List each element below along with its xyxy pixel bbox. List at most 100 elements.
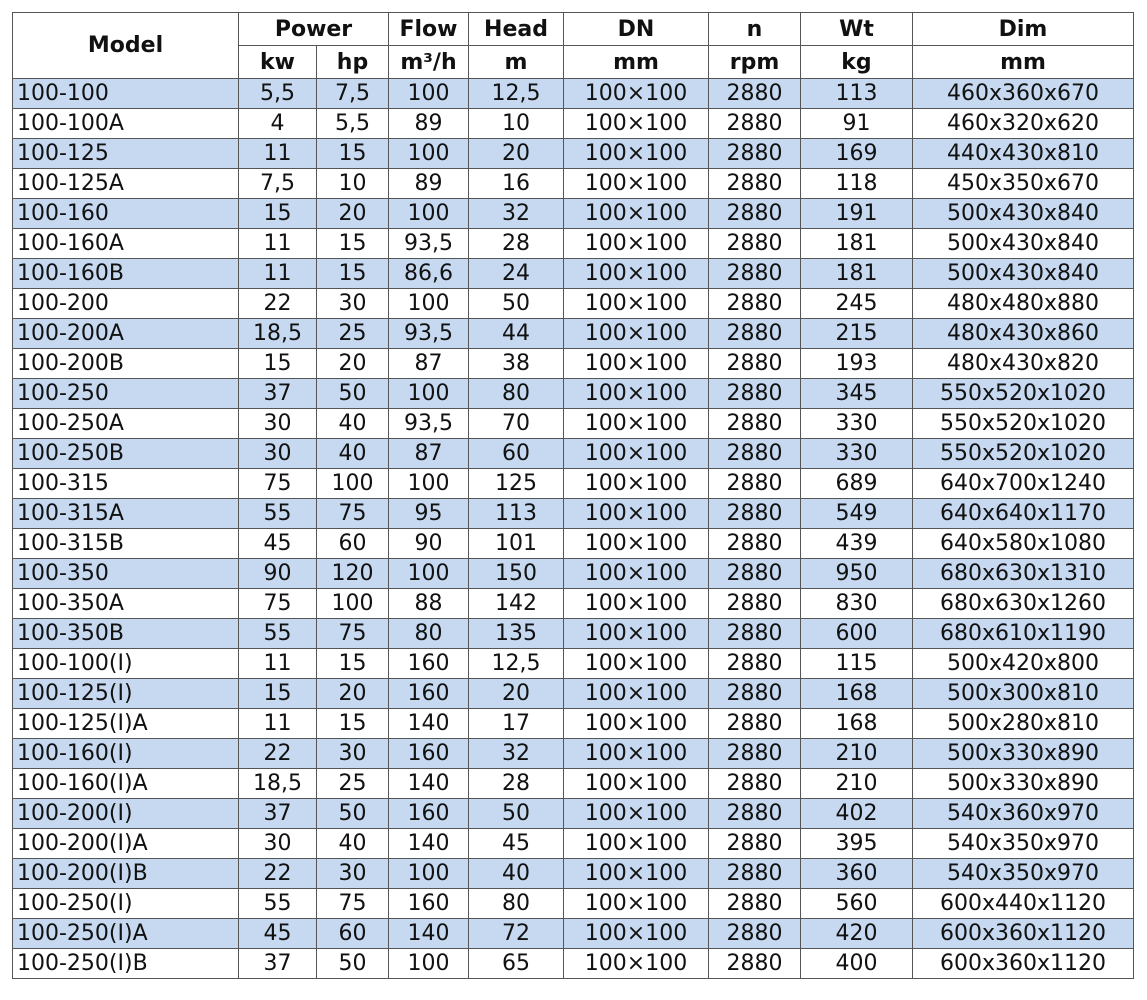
model-cell: 100-200A bbox=[12, 318, 239, 349]
model-cell: 100-160B bbox=[12, 258, 239, 289]
model-cell: 100-350B bbox=[12, 618, 239, 649]
table-cell: 640x580x1080 bbox=[912, 528, 1134, 559]
table-cell: 2880 bbox=[708, 348, 801, 379]
table-row: 100-315B 45 60 90 101 100×100 2880 439 640x580x1… bbox=[12, 528, 1134, 559]
table-cell: 540x350x970 bbox=[912, 858, 1134, 889]
table-cell: 100×100 bbox=[563, 288, 709, 319]
table-cell: 38 bbox=[468, 348, 564, 379]
table-cell: 18,5 bbox=[238, 768, 317, 799]
table-cell: 100 bbox=[388, 198, 469, 229]
table-cell: 100×100 bbox=[563, 348, 709, 379]
table-cell: 11 bbox=[238, 138, 317, 169]
header-cell: DN bbox=[563, 12, 709, 46]
table-cell: 40 bbox=[316, 438, 389, 469]
model-cell: 100-315B bbox=[12, 528, 239, 559]
table-row: 100-160B 11 15 86,6 24 100×100 2880 181 500x430x… bbox=[12, 258, 1134, 289]
table-cell: 100×100 bbox=[563, 708, 709, 739]
table-cell: 88 bbox=[388, 588, 469, 619]
table-cell: 100×100 bbox=[563, 78, 709, 109]
table-cell: 100 bbox=[388, 858, 469, 889]
table-cell: 118 bbox=[800, 168, 913, 199]
model-cell: 100-100 bbox=[12, 78, 239, 109]
table-cell: 500x430x840 bbox=[912, 258, 1134, 289]
table-cell: 2880 bbox=[708, 228, 801, 259]
table-cell: 210 bbox=[800, 768, 913, 799]
table-cell: 37 bbox=[238, 948, 317, 979]
model-cell: 100-160(I)A bbox=[12, 768, 239, 799]
table-cell: 40 bbox=[468, 858, 564, 889]
table-cell: 89 bbox=[388, 108, 469, 139]
table-cell: 20 bbox=[316, 678, 389, 709]
table-row: 100-200(I)B 22 30 100 40 100×100 2880 360 540x35… bbox=[12, 858, 1134, 889]
spec-table: Model Power Flow Head DN n Wt Dim kw hp m³… bbox=[12, 12, 1134, 979]
table-cell: 100 bbox=[388, 948, 469, 979]
table-cell: 87 bbox=[388, 348, 469, 379]
table-cell: 2880 bbox=[708, 858, 801, 889]
table-cell: 72 bbox=[468, 918, 564, 949]
header-cell: Flow bbox=[388, 12, 469, 46]
table-cell: 60 bbox=[316, 528, 389, 559]
model-cell: 100-250(I)B bbox=[12, 948, 239, 979]
table-row: 100-200(I) 37 50 160 50 100×100 2880 402 540x360… bbox=[12, 798, 1134, 829]
table-cell: 600x360x1120 bbox=[912, 948, 1134, 979]
table-cell: 500x330x890 bbox=[912, 768, 1134, 799]
table-cell: 80 bbox=[468, 378, 564, 409]
table-row: 100-350A 75 100 88 142 100×100 2880 830 680x630x… bbox=[12, 588, 1134, 619]
table-row: 100-160(I) 22 30 160 32 100×100 2880 210 500x330… bbox=[12, 738, 1134, 769]
table-cell: 20 bbox=[468, 678, 564, 709]
table-cell: 12,5 bbox=[468, 648, 564, 679]
table-cell: 135 bbox=[468, 618, 564, 649]
table-cell: 100×100 bbox=[563, 828, 709, 859]
table-cell: 70 bbox=[468, 408, 564, 439]
table-cell: 75 bbox=[316, 498, 389, 529]
table-cell: 11 bbox=[238, 258, 317, 289]
header-cell: Model bbox=[12, 12, 239, 79]
model-cell: 100-315A bbox=[12, 498, 239, 529]
model-cell: 100-100(I) bbox=[12, 648, 239, 679]
table-cell: 2880 bbox=[708, 768, 801, 799]
table-cell: 2880 bbox=[708, 468, 801, 499]
table-cell: 10 bbox=[316, 168, 389, 199]
table-row: 100-200(I)A 30 40 140 45 100×100 2880 395 540x35… bbox=[12, 828, 1134, 859]
table-cell: 15 bbox=[316, 138, 389, 169]
table-cell: 11 bbox=[238, 648, 317, 679]
unit-cell: hp bbox=[316, 45, 389, 79]
table-cell: 24 bbox=[468, 258, 564, 289]
table-cell: 7,5 bbox=[316, 78, 389, 109]
table-cell: 87 bbox=[388, 438, 469, 469]
table-cell: 460x320x620 bbox=[912, 108, 1134, 139]
table-row: 100-100 5,5 7,5 100 12,5 100×100 2880 113 460x36… bbox=[12, 78, 1134, 109]
table-cell: 500x280x810 bbox=[912, 708, 1134, 739]
table-cell: 168 bbox=[800, 708, 913, 739]
table-cell: 210 bbox=[800, 738, 913, 769]
table-cell: 18,5 bbox=[238, 318, 317, 349]
table-cell: 480x480x880 bbox=[912, 288, 1134, 319]
table-cell: 2880 bbox=[708, 438, 801, 469]
table-cell: 600 bbox=[800, 618, 913, 649]
table-cell: 245 bbox=[800, 288, 913, 319]
table-row: 100-250 37 50 100 80 100×100 2880 345 550x520x10… bbox=[12, 378, 1134, 409]
table-row: 100-350 90 120 100 150 100×100 2880 950 680x630x… bbox=[12, 558, 1134, 589]
table-cell: 550x520x1020 bbox=[912, 438, 1134, 469]
table-cell: 7,5 bbox=[238, 168, 317, 199]
table-cell: 2880 bbox=[708, 588, 801, 619]
table-cell: 2880 bbox=[708, 408, 801, 439]
model-cell: 100-125A bbox=[12, 168, 239, 199]
model-cell: 100-200(I)B bbox=[12, 858, 239, 889]
table-row: 100-200B 15 20 87 38 100×100 2880 193 480x430x82… bbox=[12, 348, 1134, 379]
table-cell: 32 bbox=[468, 198, 564, 229]
table-cell: 50 bbox=[468, 798, 564, 829]
table-cell: 37 bbox=[238, 378, 317, 409]
table-cell: 680x630x1260 bbox=[912, 588, 1134, 619]
table-cell: 689 bbox=[800, 468, 913, 499]
model-cell: 100-100A bbox=[12, 108, 239, 139]
table-cell: 95 bbox=[388, 498, 469, 529]
table-cell: 181 bbox=[800, 228, 913, 259]
table-cell: 100×100 bbox=[563, 528, 709, 559]
model-cell: 100-250A bbox=[12, 408, 239, 439]
model-cell: 100-315 bbox=[12, 468, 239, 499]
model-cell: 100-250(I) bbox=[12, 888, 239, 919]
table-cell: 100×100 bbox=[563, 318, 709, 349]
table-cell: 2880 bbox=[708, 498, 801, 529]
table-row: 100-350B 55 75 80 135 100×100 2880 600 680x610x1… bbox=[12, 618, 1134, 649]
